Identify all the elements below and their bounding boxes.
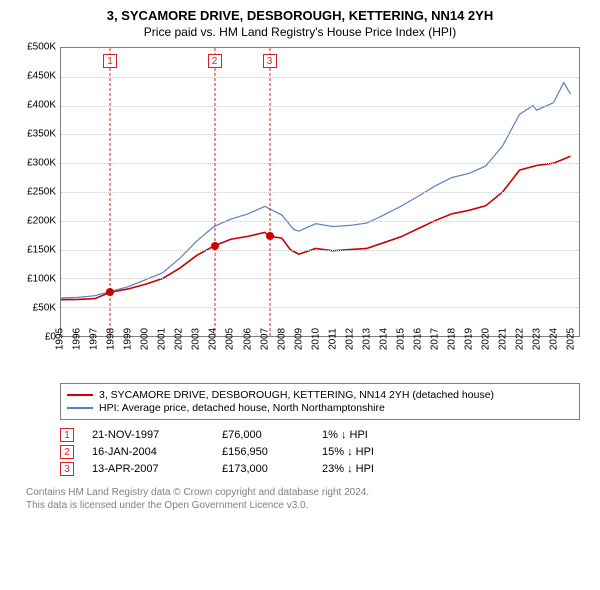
- x-tick-label: 2020: [481, 328, 492, 350]
- x-tick-label: 2024: [549, 328, 560, 350]
- sale-delta: 23% ↓ HPI: [322, 463, 452, 475]
- x-tick-label: 2000: [140, 328, 151, 350]
- sale-marker-dot: [106, 288, 114, 296]
- x-tick-label: 2008: [276, 328, 287, 350]
- title-subtitle: Price paid vs. HM Land Registry's House …: [12, 25, 588, 39]
- x-tick-label: 2022: [515, 328, 526, 350]
- y-tick-label: £400K: [27, 100, 56, 111]
- x-tick-label: 2015: [395, 328, 406, 350]
- attribution-line2: This data is licensed under the Open Gov…: [26, 499, 588, 512]
- sales-table: 1 21-NOV-1997£76,0001% ↓ HPI 2 16-JAN-2004£…: [60, 428, 580, 476]
- x-tick-label: 2012: [344, 328, 355, 350]
- sale-marker-num: 2: [60, 445, 74, 459]
- x-tick-label: 2011: [327, 328, 338, 350]
- sale-marker-dot: [266, 232, 274, 240]
- x-tick-label: 2016: [413, 328, 424, 350]
- gridline: [61, 307, 579, 308]
- series-hpi: [61, 83, 571, 298]
- y-tick-label: £250K: [27, 187, 56, 198]
- gridline: [61, 134, 579, 135]
- x-tick-label: 1995: [55, 328, 66, 350]
- gridline: [61, 163, 579, 164]
- title-address: 3, SYCAMORE DRIVE, DESBOROUGH, KETTERING…: [12, 8, 588, 23]
- legend-item: 3, SYCAMORE DRIVE, DESBOROUGH, KETTERING…: [67, 389, 573, 401]
- x-tick-label: 2017: [430, 328, 441, 350]
- attribution-line1: Contains HM Land Registry data © Crown c…: [26, 486, 588, 499]
- x-tick-label: 2007: [259, 328, 270, 350]
- x-tick-label: 2005: [225, 328, 236, 350]
- sale-date: 16-JAN-2004: [92, 446, 222, 458]
- y-tick-label: £150K: [27, 245, 56, 256]
- gridline: [61, 221, 579, 222]
- plot-region: 1 2 3: [60, 47, 580, 337]
- x-tick-label: 2002: [174, 328, 185, 350]
- sale-marker-num: 3: [60, 462, 74, 476]
- x-tick-label: 1999: [123, 328, 134, 350]
- sale-marker-box: 1: [103, 54, 117, 68]
- sale-marker-dot: [211, 242, 219, 250]
- x-tick-label: 2010: [310, 328, 321, 350]
- x-tick-label: 2019: [464, 328, 475, 350]
- sale-date: 21-NOV-1997: [92, 429, 222, 441]
- gridline: [61, 77, 579, 78]
- x-tick-label: 2003: [191, 328, 202, 350]
- y-tick-label: £300K: [27, 158, 56, 169]
- x-tick-label: 2021: [498, 328, 509, 350]
- legend-swatch: [67, 394, 93, 396]
- legend-label: HPI: Average price, detached house, Nort…: [99, 402, 385, 414]
- attribution: Contains HM Land Registry data © Crown c…: [26, 486, 588, 512]
- legend-label: 3, SYCAMORE DRIVE, DESBOROUGH, KETTERING…: [99, 389, 494, 401]
- x-tick-label: 2018: [447, 328, 458, 350]
- x-tick-label: 1996: [72, 328, 83, 350]
- sale-marker-num: 1: [60, 428, 74, 442]
- x-tick-label: 2025: [566, 328, 577, 350]
- sale-row: 3 13-APR-2007£173,00023% ↓ HPI: [60, 462, 580, 476]
- y-tick-label: £350K: [27, 129, 56, 140]
- gridline: [61, 250, 579, 251]
- sale-delta: 1% ↓ HPI: [322, 429, 452, 441]
- sale-row: 1 21-NOV-1997£76,0001% ↓ HPI: [60, 428, 580, 442]
- y-tick-label: £450K: [27, 71, 56, 82]
- x-tick-label: 2001: [157, 328, 168, 350]
- sale-marker-box: 2: [208, 54, 222, 68]
- gridline: [61, 106, 579, 107]
- x-tick-label: 2009: [293, 328, 304, 350]
- x-tick-label: 2004: [208, 328, 219, 350]
- x-tick-label: 2013: [361, 328, 372, 350]
- x-tick-label: 1997: [89, 328, 100, 350]
- gridline: [61, 278, 579, 279]
- gridline: [61, 192, 579, 193]
- chart-title: 3, SYCAMORE DRIVE, DESBOROUGH, KETTERING…: [12, 8, 588, 39]
- y-tick-label: £50K: [33, 303, 56, 314]
- sale-price: £173,000: [222, 463, 322, 475]
- legend-swatch: [67, 407, 93, 409]
- legend: 3, SYCAMORE DRIVE, DESBOROUGH, KETTERING…: [60, 383, 580, 420]
- sale-date: 13-APR-2007: [92, 463, 222, 475]
- chart-area: £0£50K£100K£150K£200K£250K£300K£350K£400…: [12, 47, 588, 377]
- x-tick-label: 2006: [242, 328, 253, 350]
- x-tick-label: 2014: [378, 328, 389, 350]
- x-tick-label: 2023: [532, 328, 543, 350]
- sale-price: £156,950: [222, 446, 322, 458]
- sale-delta: 15% ↓ HPI: [322, 446, 452, 458]
- x-axis-labels: 1995199619971998199920002001200220032004…: [60, 337, 580, 377]
- y-axis-labels: £0£50K£100K£150K£200K£250K£300K£350K£400…: [12, 47, 58, 337]
- y-tick-label: £500K: [27, 42, 56, 53]
- y-tick-label: £100K: [27, 274, 56, 285]
- legend-item: HPI: Average price, detached house, Nort…: [67, 402, 573, 414]
- sale-marker-line: [214, 48, 215, 336]
- x-tick-label: 1998: [106, 328, 117, 350]
- sale-marker-line: [269, 48, 270, 336]
- y-tick-label: £200K: [27, 216, 56, 227]
- sale-marker-box: 3: [263, 54, 277, 68]
- sale-row: 2 16-JAN-2004£156,95015% ↓ HPI: [60, 445, 580, 459]
- sale-price: £76,000: [222, 429, 322, 441]
